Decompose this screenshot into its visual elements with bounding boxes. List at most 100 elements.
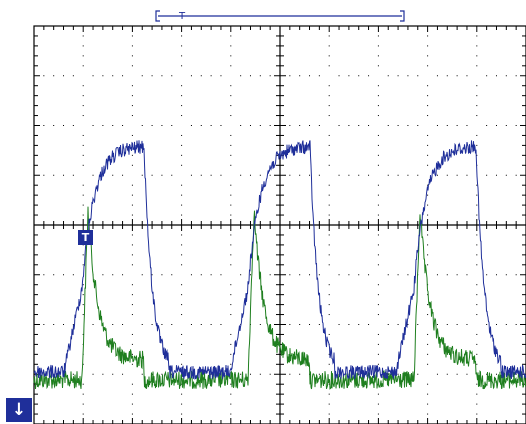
grid-dot <box>427 144 429 146</box>
grid-dot <box>338 75 340 77</box>
grid-dot <box>515 373 517 375</box>
grid-dot <box>289 324 291 325</box>
grid-dot <box>377 45 379 47</box>
grid-dot <box>427 234 429 236</box>
grid-dot <box>92 125 94 126</box>
grid-dot <box>377 65 379 67</box>
grid-dot <box>309 75 311 77</box>
grid-dot <box>112 373 114 375</box>
grid-dot <box>181 164 183 166</box>
grid-dot <box>230 244 232 246</box>
grid-dot <box>476 204 478 206</box>
grid-dot <box>82 35 84 37</box>
grid-dot <box>427 45 429 47</box>
grid-dot <box>427 184 429 186</box>
grid-dot <box>131 264 133 266</box>
grid-dot <box>427 115 429 117</box>
grid-dot <box>377 403 379 405</box>
grid-dot <box>181 403 183 405</box>
trigger-position-indicator[interactable]: T <box>155 10 405 22</box>
grid-dot <box>72 125 74 126</box>
grid-dot <box>456 75 458 77</box>
grid-dot <box>82 304 84 306</box>
grid-dot <box>427 95 429 97</box>
trigger-level-marker[interactable]: T <box>78 230 93 245</box>
grid-dot <box>141 125 143 126</box>
grid-dot <box>377 413 379 415</box>
grid-dot <box>181 294 183 296</box>
grid-dot <box>220 274 222 276</box>
grid-dot <box>43 75 45 77</box>
grid-dot <box>446 324 448 325</box>
grid-dot <box>181 204 183 206</box>
grid-dot <box>318 373 320 375</box>
grid-dot <box>230 134 232 136</box>
grid-dot <box>417 174 419 176</box>
grid-dot <box>456 324 458 325</box>
grid-dot <box>368 75 370 77</box>
grid-dot <box>456 125 458 126</box>
grid-dot <box>131 134 133 136</box>
grid-dot <box>53 125 55 126</box>
grid-dot <box>427 65 429 67</box>
grid-dot <box>112 174 114 176</box>
grid-dot <box>161 174 163 176</box>
grid-dot <box>82 154 84 156</box>
grid-dot <box>43 274 45 276</box>
grid-dot <box>515 174 517 176</box>
grid-dot <box>82 403 84 405</box>
grid-dot <box>240 174 242 176</box>
grid-dot <box>141 274 143 276</box>
grid-dot <box>377 115 379 117</box>
grid-dot <box>495 75 497 77</box>
grid-dot <box>318 274 320 276</box>
grid-dot <box>407 274 409 276</box>
grid-dot <box>377 393 379 395</box>
grid-dot <box>427 333 429 335</box>
grid-dot <box>377 343 379 345</box>
grid-dot <box>377 154 379 156</box>
ground-level-marker[interactable]: ↓ <box>6 398 32 422</box>
grid-dot <box>466 324 468 325</box>
grid-dot <box>466 174 468 176</box>
grid-dot <box>181 314 183 316</box>
grid-dot <box>259 75 261 77</box>
grid-dot <box>377 254 379 256</box>
grid-dot <box>63 274 65 276</box>
grid-dot <box>348 75 350 77</box>
grid-dot <box>427 403 429 405</box>
grid-dot <box>161 373 163 375</box>
grid-dot <box>456 174 458 176</box>
grid-dot <box>328 254 330 256</box>
grid-dot <box>82 284 84 286</box>
grid-dot <box>377 95 379 97</box>
grid-dot <box>476 333 478 335</box>
grid-dot <box>377 314 379 316</box>
grid-dot <box>190 174 192 176</box>
grid-dot <box>112 324 114 325</box>
grid-dot <box>407 125 409 126</box>
grid-dot <box>377 294 379 296</box>
grid-dot <box>181 95 183 97</box>
grid-dot <box>446 373 448 375</box>
grid-dot <box>151 373 153 375</box>
grid-dot <box>377 244 379 246</box>
grid-dot <box>249 373 251 375</box>
grid-dot <box>240 75 242 77</box>
trigger-bracket-icon: T <box>178 11 186 22</box>
grid-dot <box>63 324 65 325</box>
grid-dot <box>171 75 173 77</box>
grid-dot <box>82 333 84 335</box>
grid-dot <box>82 55 84 57</box>
grid-dot <box>200 75 202 77</box>
grid-dot <box>131 154 133 156</box>
grid-dot <box>190 274 192 276</box>
grid-dot <box>328 264 330 266</box>
grid-dot <box>466 75 468 77</box>
grid-dot <box>210 324 212 325</box>
grid-dot <box>122 174 124 176</box>
grid-dot <box>427 294 429 296</box>
grid-dot <box>181 184 183 186</box>
grid-dot <box>515 274 517 276</box>
grid-dot <box>190 324 192 325</box>
